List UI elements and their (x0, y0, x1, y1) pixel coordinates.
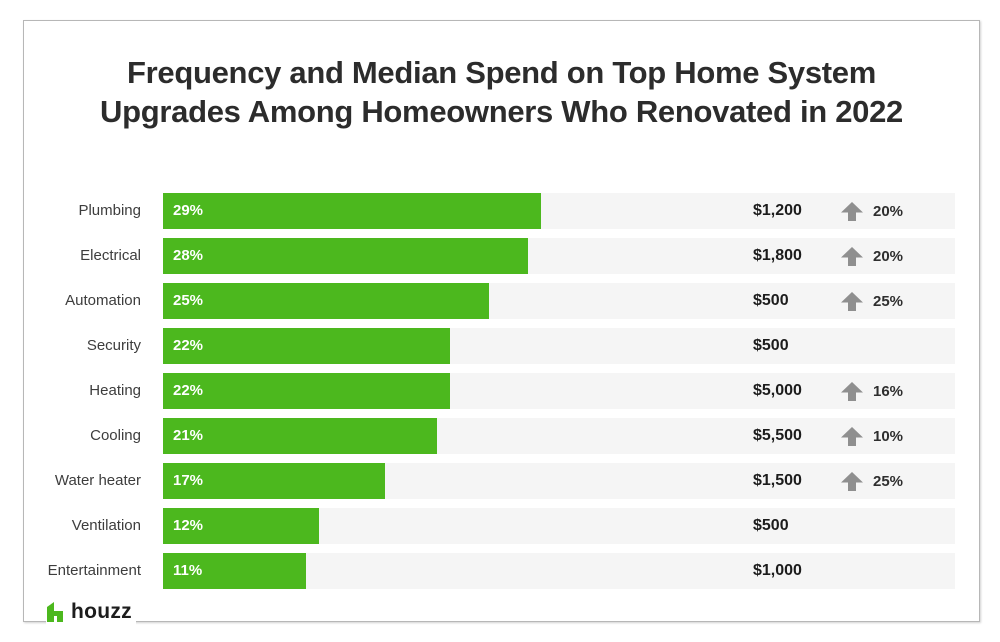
houzz-h-icon (46, 601, 64, 623)
houzz-wordmark: houzz (71, 600, 132, 623)
bar-track: 25% $500 25% (163, 283, 955, 319)
bar-value-label: 12% (173, 517, 204, 534)
chart-row: Plumbing 29% $1,200 20% (24, 193, 979, 229)
bar-track: 29% $1,200 20% (163, 193, 955, 229)
trend-indicator: 25% (841, 463, 903, 499)
bar-value-label: 25% (173, 292, 204, 309)
row-label: Electrical (80, 247, 141, 264)
row-label: Entertainment (47, 562, 141, 579)
chart-card: Frequency and Median Spend on Top Home S… (23, 20, 980, 625)
trend-indicator: 25% (841, 283, 903, 319)
bar-track: 21% $5,500 10% (163, 418, 955, 454)
bar-track: 22% $5,000 16% (163, 373, 955, 409)
bar-track: 28% $1,800 20% (163, 238, 955, 274)
bar-track: 12% $500 (163, 508, 955, 544)
median-spend-value: $500 (753, 292, 789, 309)
trend-indicator: 10% (841, 418, 903, 454)
chart-row: Entertainment 11% $1,000 (24, 553, 979, 589)
chart-row: Cooling 21% $5,500 10% (24, 418, 979, 454)
bar-value-label: 17% (173, 472, 204, 489)
bar-fill (163, 373, 450, 409)
arrow-up-icon (841, 291, 863, 311)
median-spend-value: $1,500 (753, 472, 802, 489)
bar-value-label: 22% (173, 337, 204, 354)
row-label: Automation (65, 292, 141, 309)
arrow-up-icon (841, 381, 863, 401)
houzz-logo: houzz (46, 601, 136, 625)
trend-indicator: 20% (841, 238, 903, 274)
chart-title: Frequency and Median Spend on Top Home S… (24, 53, 979, 131)
trend-value: 20% (873, 247, 904, 265)
bar-track: 11% $1,000 (163, 553, 955, 589)
row-label: Heating (89, 382, 141, 399)
chart-row: Ventilation 12% $500 (24, 508, 979, 544)
median-spend-value: $1,200 (753, 202, 802, 219)
chart-row: Heating 22% $5,000 16% (24, 373, 979, 409)
chart-title-line-1: Frequency and Median Spend on Top Home S… (127, 55, 876, 90)
bar-chart: Plumbing 29% $1,200 20% Electrical 28% $… (24, 193, 979, 589)
row-label: Security (86, 337, 141, 354)
bar-value-label: 22% (173, 382, 204, 399)
median-spend-value: $1,800 (753, 247, 802, 264)
median-spend-value: $5,000 (753, 382, 802, 399)
bar-fill (163, 193, 541, 229)
median-spend-value: $5,500 (753, 427, 802, 444)
bar-track: 17% $1,500 25% (163, 463, 955, 499)
bar-fill (163, 283, 489, 319)
arrow-up-icon (841, 246, 863, 266)
median-spend-value: $1,000 (753, 562, 802, 579)
trend-value: 25% (873, 472, 904, 490)
bar-track: 22% $500 (163, 328, 955, 364)
median-spend-value: $500 (753, 337, 789, 354)
trend-value: 20% (873, 202, 904, 220)
chart-row: Security 22% $500 (24, 328, 979, 364)
bar-fill (163, 328, 450, 364)
chart-row: Water heater 17% $1,500 25% (24, 463, 979, 499)
bar-fill (163, 238, 528, 274)
bar-fill (163, 463, 385, 499)
trend-value: 10% (873, 427, 904, 445)
arrow-up-icon (841, 426, 863, 446)
trend-value: 25% (873, 292, 904, 310)
chart-title-line-2: Upgrades Among Homeowners Who Renovated … (100, 94, 903, 129)
row-label: Water heater (54, 472, 141, 489)
chart-row: Electrical 28% $1,800 20% (24, 238, 979, 274)
bar-value-label: 11% (173, 562, 203, 579)
median-spend-value: $500 (753, 517, 789, 534)
bar-fill (163, 418, 437, 454)
arrow-up-icon (841, 201, 863, 221)
row-label: Ventilation (71, 517, 141, 534)
trend-value: 16% (873, 382, 904, 400)
bar-value-label: 28% (173, 247, 204, 264)
bar-fill (163, 553, 306, 589)
bar-fill (163, 508, 319, 544)
row-label: Cooling (90, 427, 141, 444)
trend-indicator: 16% (841, 373, 903, 409)
row-label: Plumbing (78, 202, 141, 219)
arrow-up-icon (841, 471, 863, 491)
bar-value-label: 21% (173, 427, 204, 444)
trend-indicator: 20% (841, 193, 903, 229)
bar-value-label: 29% (173, 202, 204, 219)
chart-row: Automation 25% $500 25% (24, 283, 979, 319)
